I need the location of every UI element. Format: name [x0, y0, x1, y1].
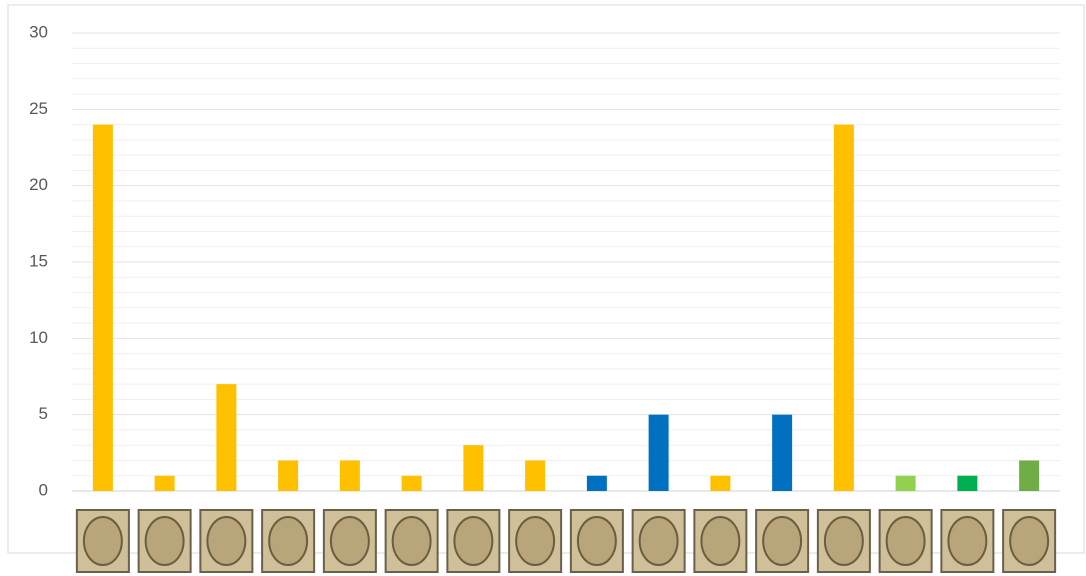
bar [92, 124, 113, 491]
bar [278, 460, 299, 491]
category-image-grain [700, 516, 741, 566]
category-image-grain [638, 516, 679, 566]
category-images [75, 509, 1057, 573]
bar [401, 475, 422, 491]
category-image-grain [268, 516, 309, 566]
category-image-grain [329, 516, 370, 566]
y-tick-label: 30 [29, 22, 48, 41]
bar [710, 475, 731, 491]
category-image-grain [453, 516, 494, 566]
chart-border [7, 4, 1085, 554]
category-image-grain [885, 516, 926, 566]
y-tick-label: 5 [39, 404, 48, 423]
y-tick-label: 20 [29, 175, 48, 194]
category-image-grain [576, 516, 617, 566]
category-image-grain [1009, 516, 1050, 566]
bar [895, 475, 916, 491]
bar [525, 460, 546, 491]
bar [957, 475, 978, 491]
bar [586, 475, 607, 491]
category-image-grain [144, 516, 185, 566]
bar [463, 445, 484, 491]
bar [648, 414, 669, 491]
category-image-grain [391, 516, 432, 566]
bar [154, 475, 175, 491]
bar [1019, 460, 1040, 491]
bar [339, 460, 360, 491]
bar [772, 414, 793, 491]
category-image-grain [762, 516, 803, 566]
category-image-grain [515, 516, 556, 566]
bar [216, 384, 237, 491]
y-tick-label: 15 [29, 251, 48, 270]
category-image-grain [206, 516, 247, 566]
y-tick-label: 25 [29, 99, 48, 118]
category-image-grain [823, 516, 864, 566]
y-tick-label: 0 [39, 480, 48, 499]
category-image-grain [82, 516, 123, 566]
y-tick-label: 10 [29, 328, 48, 347]
bar [833, 124, 854, 491]
category-image-grain [947, 516, 988, 566]
